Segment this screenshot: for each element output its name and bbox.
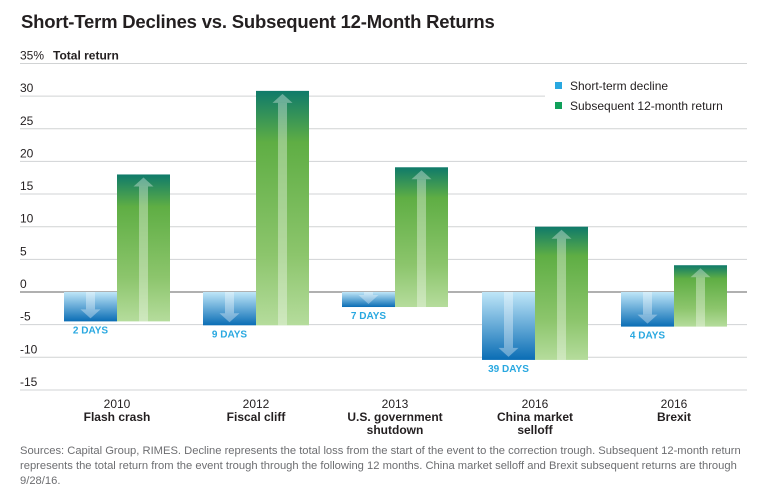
y-tick-label: 20: [20, 146, 34, 160]
category-year: 2016: [522, 397, 549, 411]
y-tick-label: 5: [20, 244, 27, 258]
chart-plot: 35% Total return 30 25 20 15 10 5 0 -5 -10 -15 2 DA…: [20, 48, 747, 437]
category-name: shutdown: [367, 423, 424, 437]
y-tick-label: 35%: [20, 48, 44, 62]
down-arrow-shaft: [364, 292, 373, 296]
bar-group: 39 DAYS: [482, 226, 588, 375]
up-arrow-shaft: [278, 102, 287, 326]
decline-duration-label: 9 DAYS: [212, 329, 248, 340]
legend-label-return: Subsequent 12-month return: [570, 99, 723, 113]
up-arrow-shaft: [696, 277, 705, 327]
category-year: 2010: [104, 397, 131, 411]
decline-duration-label: 7 DAYS: [351, 311, 387, 322]
decline-duration-label: 2 DAYS: [73, 325, 109, 336]
y-tick-label: 30: [20, 81, 34, 95]
category-name: Flash crash: [84, 410, 151, 424]
category-name: Fiscal cliff: [227, 410, 287, 424]
decline-bar: [342, 292, 395, 308]
category-year: 2012: [243, 397, 270, 411]
return-bar: [674, 265, 727, 327]
down-arrow-head: [219, 313, 240, 323]
up-arrow-head: [690, 268, 711, 278]
legend: Short-term decline Subsequent 12-month r…: [555, 79, 723, 113]
up-arrow-shaft: [139, 186, 148, 322]
return-bar: [256, 90, 309, 326]
up-arrow-head: [272, 93, 293, 103]
up-arrow-shaft: [557, 238, 566, 360]
y-axis-ticks: 35% Total return 30 25 20 15 10 5 0 -5 -10 -15: [20, 48, 119, 389]
up-arrow-shaft: [417, 179, 426, 308]
y-tick-label: 25: [20, 114, 34, 128]
bar-group: 7 DAYS: [342, 167, 448, 322]
down-arrow-shaft: [643, 292, 652, 315]
down-arrow-head: [498, 347, 519, 357]
bar-group: 4 DAYS: [621, 265, 727, 342]
decline-bar: [482, 292, 535, 360]
down-arrow-shaft: [86, 292, 95, 310]
category-name: China market: [497, 410, 573, 424]
legend-label-decline: Short-term decline: [570, 79, 668, 93]
decline-bar: [203, 292, 256, 326]
footnote: Sources: Capital Group, RIMES. Decline r…: [20, 445, 741, 487]
y-tick-label: 15: [20, 179, 34, 193]
y-tick-label: -5: [20, 310, 31, 324]
return-bar: [395, 167, 448, 308]
down-arrow-shaft: [504, 292, 513, 348]
up-arrow-head: [551, 229, 572, 239]
bars: 2 DAYS 9 DAYS 7 DAYS 39 DAYS 4 DAYS: [64, 90, 727, 375]
category-name: Brexit: [657, 410, 691, 424]
down-arrow-shaft: [225, 292, 234, 314]
gridlines: [20, 62, 747, 391]
bar-group: 2 DAYS: [64, 174, 170, 336]
decline-duration-label: 4 DAYS: [630, 331, 666, 342]
y-tick-label: -15: [20, 375, 38, 389]
decline-bar: [64, 292, 117, 322]
chart-title: Short-Term Declines vs. Subsequent 12-Mo…: [21, 11, 495, 32]
y-axis-label: Total return: [53, 48, 119, 62]
category-name: U.S. government: [347, 410, 442, 424]
down-arrow-head: [637, 314, 658, 324]
decline-bar: [621, 292, 674, 327]
up-arrow-head: [411, 170, 432, 180]
legend-swatch-decline: [555, 82, 562, 89]
down-arrow-head: [358, 295, 379, 305]
decline-duration-label: 39 DAYS: [488, 364, 529, 375]
down-arrow-head: [80, 309, 101, 319]
y-tick-label: 10: [20, 212, 34, 226]
up-arrow-head: [133, 177, 154, 187]
return-bar: [535, 226, 588, 360]
legend-swatch-return: [555, 102, 562, 109]
y-tick-label: -10: [20, 342, 38, 356]
category-year: 2013: [382, 397, 409, 411]
y-tick-label: 0: [20, 277, 27, 291]
bar-group: 9 DAYS: [203, 90, 309, 340]
return-bar: [117, 174, 170, 322]
category-name: selloff: [517, 423, 553, 437]
category-year: 2016: [661, 397, 688, 411]
